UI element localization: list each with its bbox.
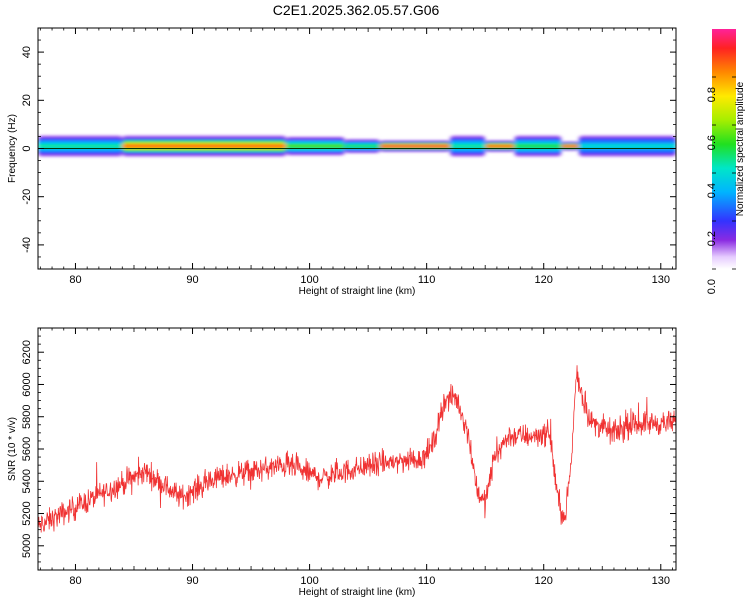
spectrogram-cell <box>578 144 676 148</box>
x-tick-label: 120 <box>535 274 553 286</box>
snr-panel: 80 90 100 110 120 130 5000 5200 5400 5600 5800 6000… <box>7 327 677 598</box>
x-tick-label: 80 <box>69 274 81 286</box>
y-tick-label: 40 <box>21 46 33 58</box>
spectrogram-cell <box>379 145 451 147</box>
chart-title: C2E1.2025.362.05.57.G06 <box>272 2 440 18</box>
snr-y-axis-label: SNR (10 * v/v) <box>7 417 18 481</box>
snr-series-line <box>38 365 676 533</box>
y-tick-label: 5400 <box>21 469 33 493</box>
x-tick-label: 130 <box>652 274 670 286</box>
spectrogram-y-axis-label: Frequency (Hz) <box>7 114 18 183</box>
x-tick-label: 80 <box>69 575 81 587</box>
spectrogram-x-axis-label: Height of straight line (km) <box>299 286 416 297</box>
colorbar-tick-label: 0.8 <box>706 87 718 102</box>
colorbar: 0.0 0.2 0.4 0.6 0.8 Normalized spectral ampl… <box>706 29 746 294</box>
colorbar-gradient <box>712 29 736 269</box>
spectrogram-cell <box>561 145 579 147</box>
x-tick-label: 120 <box>535 575 553 587</box>
x-tick-label: 110 <box>418 575 436 587</box>
colorbar-tick-label: 0.2 <box>706 231 718 246</box>
spectrogram-cell <box>344 145 380 147</box>
y-tick-label: -40 <box>21 237 33 253</box>
y-tick-label: 5600 <box>21 437 33 461</box>
x-tick-label: 100 <box>300 274 318 286</box>
x-tick-label: 90 <box>186 274 198 286</box>
y-tick-label: 6200 <box>21 340 33 364</box>
spectrogram-cell <box>514 144 562 148</box>
y-tick-label: 5200 <box>21 501 33 525</box>
colorbar-tick-label: 0.4 <box>706 183 718 198</box>
y-tick-label: -20 <box>21 189 33 205</box>
spectrogram-cell <box>122 144 287 148</box>
y-tick-label: 20 <box>21 94 33 106</box>
colorbar-label: Normalized spectral amplitude <box>735 81 746 216</box>
snr-x-axis-label: Height of straight line (km) <box>299 587 416 598</box>
y-tick-label: 5000 <box>21 534 33 558</box>
spectrogram-panel: 80 90 100 110 120 130 -40 -20 0 20 40 Height of st… <box>7 27 677 297</box>
colorbar-tick-label: 0.6 <box>706 135 718 150</box>
spectrogram-cell <box>485 145 515 147</box>
spectrogram-cell <box>38 144 123 148</box>
colorbar-tick-label: 0.0 <box>706 279 718 294</box>
spectrogram-cell <box>286 144 345 148</box>
x-tick-label: 100 <box>300 575 318 587</box>
spectrogram-cell <box>450 144 486 148</box>
y-tick-label: 6000 <box>21 372 33 396</box>
x-tick-label: 90 <box>186 575 198 587</box>
x-tick-label: 110 <box>418 274 436 286</box>
y-tick-label: 0 <box>21 145 33 151</box>
y-tick-label: 5800 <box>21 404 33 428</box>
x-tick-label: 130 <box>652 575 670 587</box>
